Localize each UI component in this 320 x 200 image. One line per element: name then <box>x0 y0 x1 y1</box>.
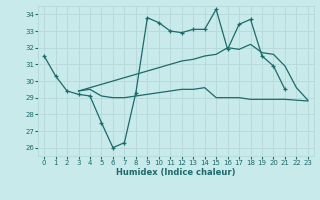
X-axis label: Humidex (Indice chaleur): Humidex (Indice chaleur) <box>116 168 236 177</box>
